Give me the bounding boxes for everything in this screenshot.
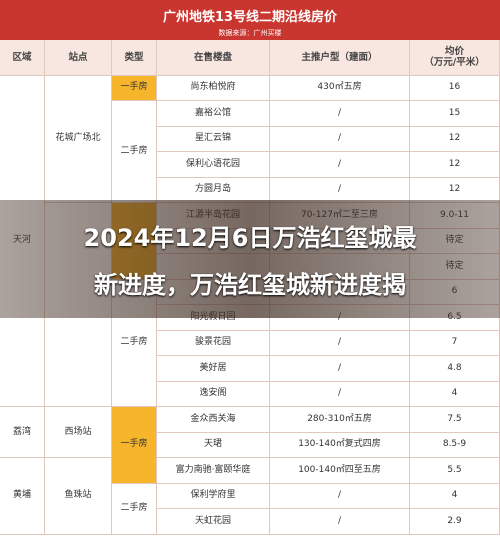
cell-price: 2.9 (410, 509, 500, 535)
cell-price: 8.5-9 (410, 432, 500, 458)
cell-layout: 100-140㎡四至五房 (270, 458, 410, 484)
subtitle: 数据来源：广州买楼 (218, 29, 282, 37)
cell-name: 嘉裕公馆 (157, 101, 270, 127)
cell-price: 4.8 (410, 356, 500, 382)
type: 一手房 (112, 75, 157, 101)
column-header: 在售楼盘 (157, 40, 270, 76)
cell-name: 美好居 (157, 356, 270, 382)
cell-name: 金众西关海 (157, 407, 270, 433)
column-header: 站点 (45, 40, 112, 76)
cell-layout: / (270, 126, 410, 152)
column-header: 类型 (112, 40, 157, 76)
overlay: 2024年12月6日万浩红玺城最 新进度，万浩红玺城新进度揭 (0, 200, 500, 318)
station: 鱼珠站 (45, 458, 112, 535)
cell-name: 天珺 (157, 432, 270, 458)
cell-name: 保利心语花园 (157, 152, 270, 178)
cell-price: 4 (410, 483, 500, 509)
cell-name: 骏景花园 (157, 330, 270, 356)
cell-layout: / (270, 509, 410, 535)
cell-price: 4 (410, 381, 500, 407)
station: 西场站 (45, 407, 112, 458)
type: 二手房 (112, 279, 157, 407)
cell-layout: / (270, 330, 410, 356)
overlay-line: 2024年12月6日万浩红玺城最 (83, 224, 417, 252)
cell-name: 尚东柏悦府 (157, 75, 270, 101)
district: 黄埔 (0, 458, 45, 535)
column-header: 均价 （万元/平米） (410, 40, 500, 76)
cell-layout: 430㎡五房 (270, 75, 410, 101)
column-header: 区域 (0, 40, 45, 76)
cell-price: 12 (410, 152, 500, 178)
title: 广州地铁13号线二期沿线房价 (162, 10, 338, 25)
type: 二手房 (112, 483, 157, 535)
type: 二手房 (112, 101, 157, 203)
cell-layout: 280-310㎡五房 (270, 407, 410, 433)
cell-price: 15 (410, 101, 500, 127)
cell-price: 5.5 (410, 458, 500, 484)
column-unit: （万元/平米） (424, 57, 485, 69)
cell-name: 富力南驰·富颐华庭 (157, 458, 270, 484)
header: 广州地铁13号线二期沿线房价 数据来源：广州买楼 (0, 0, 500, 40)
cell-layout: / (270, 381, 410, 407)
overlay-line: 新进度，万浩红玺城新进度揭 (94, 271, 406, 299)
cell-layout: / (270, 152, 410, 178)
cell-price: 7 (410, 330, 500, 356)
type: 一手房 (112, 407, 157, 484)
cell-name: 逸安阁 (157, 381, 270, 407)
column-header: 主推户型（建面） (270, 40, 410, 76)
cell-name: 星汇云锦 (157, 126, 270, 152)
cell-name: 天虹花园 (157, 509, 270, 535)
cell-price: 16 (410, 75, 500, 101)
cell-layout: / (270, 101, 410, 127)
cell-price: 7.5 (410, 407, 500, 433)
cell-layout: / (270, 356, 410, 382)
station: 花城广场北 (45, 75, 112, 203)
district: 荔湾 (0, 407, 45, 458)
cell-layout: / (270, 483, 410, 509)
cell-layout: 130-140㎡复式四房 (270, 432, 410, 458)
cell-price: 12 (410, 126, 500, 152)
cell-name: 保利学府里 (157, 483, 270, 509)
